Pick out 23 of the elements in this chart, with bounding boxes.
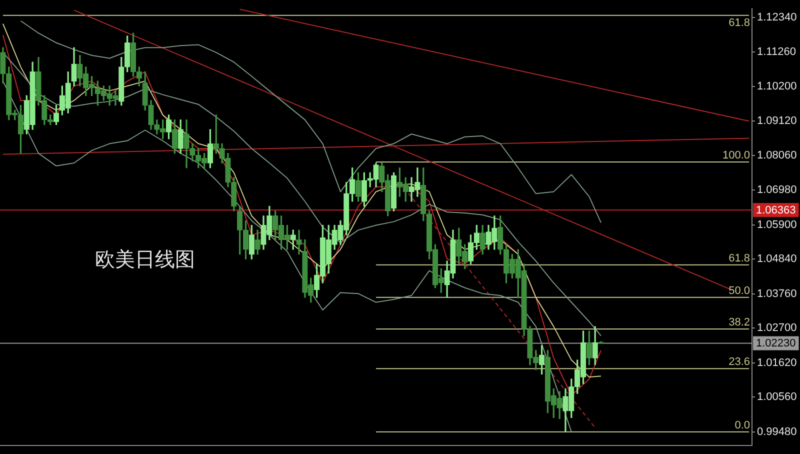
annotation: 100.0 [722,150,750,162]
annotation: 61.8 [728,16,750,29]
ref-line-label: 1.02230 [756,338,796,350]
y-tick-label: 1.09120 [757,115,797,128]
y-tick-label: 1.01620 [757,356,797,369]
y-tick-label: 1.10200 [757,80,797,92]
y-tick-label: 1.06980 [757,184,797,196]
annotation: 0.0 [734,419,750,432]
y-tick-label: 1.05900 [757,218,797,231]
annotation: 38.2 [728,316,750,329]
y-tick-label: 1.00560 [757,391,797,404]
ref-line-label: 1.06363 [756,204,796,217]
y-tick-label: 1.04840 [757,253,797,266]
y-tick-label: 1.12340 [757,11,797,24]
y-tick-label: 0.99480 [757,426,797,438]
annotation: 61.8 [728,252,750,264]
text: 欧美日线图 [95,246,195,273]
annotation: 50.0 [728,284,750,297]
y-tick-label: 1.11260 [757,46,796,58]
y-tick-label: 1.02700 [757,322,797,334]
y-tick-label: 1.08060 [757,149,797,162]
y-tick-label: 1.03760 [757,288,797,300]
annotation: 23.6 [728,356,750,368]
